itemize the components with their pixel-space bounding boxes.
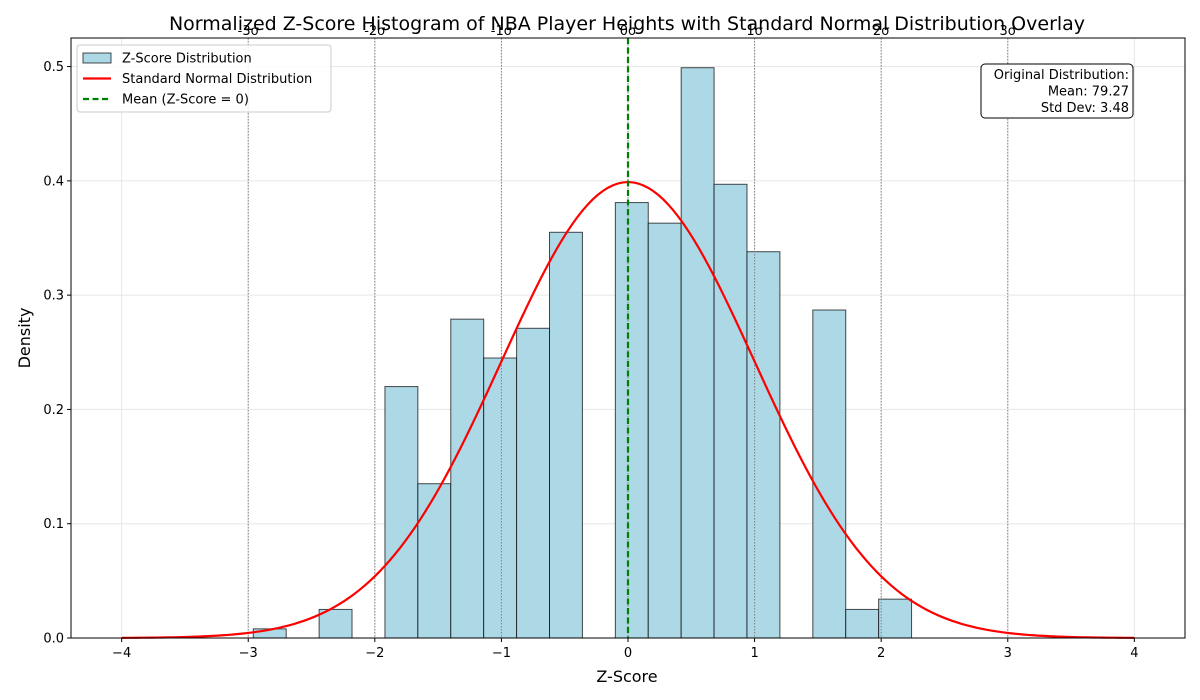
legend-swatch-bars — [82, 52, 112, 64]
sigma-label: 2σ — [873, 24, 890, 39]
legend-label: Z-Score Distribution — [122, 52, 252, 67]
y-tick-label: 0.4 — [43, 174, 64, 189]
annotation-box — [980, 63, 1134, 119]
x-axis-label: Z-Score — [596, 667, 657, 686]
y-tick-label: 0.0 — [43, 632, 64, 647]
sigma-label: -3σ — [238, 24, 259, 39]
histogram-bar — [450, 318, 485, 639]
x-tick-label: 2 — [877, 646, 885, 661]
histogram-bar — [516, 327, 551, 639]
legend-label: Standard Normal Distribution — [122, 72, 312, 87]
legend-box — [76, 44, 332, 113]
histogram-bar — [680, 67, 715, 639]
x-tick-label: 0 — [624, 646, 632, 661]
y-tick-label: 0.2 — [43, 403, 64, 418]
sigma-label: 0σ — [620, 24, 637, 39]
chart-title: Normalized Z-Score Histogram of NBA Play… — [169, 13, 1085, 35]
legend: Z-Score Distribution Standard Normal Dist… — [76, 44, 332, 113]
annotation-line: Std Dev: 3.48 — [1041, 101, 1129, 116]
sigma-label: 1σ — [746, 24, 763, 39]
sigma-label: 3σ — [1000, 24, 1017, 39]
annotation-line: Mean: 79.27 — [1048, 85, 1129, 100]
y-tick-label: 0.1 — [43, 517, 64, 532]
histogram-bar — [845, 608, 880, 639]
histogram-bar — [483, 357, 518, 639]
x-tick-label: −1 — [492, 646, 511, 661]
histogram-bar — [713, 183, 748, 639]
x-tick-label: 1 — [750, 646, 758, 661]
x-tick-label: −3 — [239, 646, 258, 661]
histogram-bar — [746, 251, 781, 639]
y-tick-label: 0.5 — [43, 60, 64, 75]
annotation-line: Original Distribution: — [994, 68, 1129, 83]
histogram-bars — [252, 67, 913, 639]
sigma-label: -1σ — [491, 24, 512, 39]
x-tick-label: 4 — [1130, 646, 1138, 661]
histogram-bar — [878, 598, 913, 639]
y-tick-label: 0.3 — [43, 289, 64, 304]
legend-label: Mean (Z-Score = 0) — [122, 93, 249, 108]
histogram-bar — [812, 309, 847, 639]
histogram-bar — [384, 386, 419, 639]
histogram-bar — [549, 231, 583, 639]
histogram-bar — [318, 608, 353, 639]
histogram-bar — [647, 222, 682, 639]
x-tick-label: 3 — [1004, 646, 1012, 661]
axis-ticks: −4 −3 −2 −1 0 1 2 3 4 0.0 0.1 0.2 0.3 0.4 0.5 — [43, 60, 1138, 661]
sigma-label: -2σ — [364, 24, 385, 39]
y-axis-label: Density — [15, 308, 34, 369]
x-tick-label: −4 — [112, 646, 131, 661]
histogram-bar — [614, 202, 649, 639]
x-tick-label: −2 — [365, 646, 384, 661]
histogram-bar — [417, 483, 452, 639]
